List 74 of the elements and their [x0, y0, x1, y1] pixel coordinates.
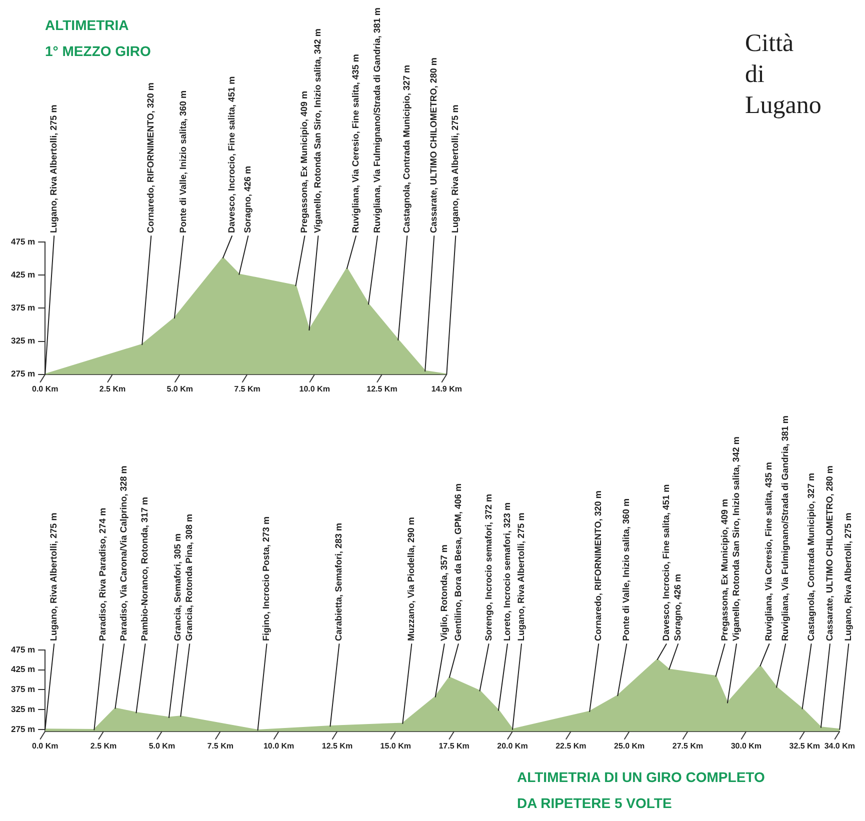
annotation: Viganello, Rotonda San Siro, Inizio salita, 342 m — [730, 436, 741, 641]
x-tick-label: 5.0 Km — [148, 741, 176, 750]
annotation: Paradiso, Via Carona/Via Calprino, 328 m — [118, 466, 129, 641]
x-tick-label: 17.5 Km — [438, 741, 470, 750]
y-tick-label: 475 m — [10, 644, 36, 654]
x-tick-label: 34.0 Km — [824, 741, 855, 750]
annotation: Davesco, Incrocio, Fine salita, 451 m — [660, 484, 671, 641]
x-tick-label: 2.5 Km — [99, 384, 126, 394]
annotation: Viglio, Rotonda, 357 m — [438, 544, 449, 641]
annotation: Lugano, Riva Albertolli, 275 m — [843, 512, 854, 641]
annotation: Ponte di Valle, Inizio salita, 360 m — [621, 498, 632, 641]
y-tick-label: 425 m — [10, 664, 36, 674]
annotation: Ruvigliana, Via Ceresio, Fine salita, 435 m — [350, 54, 360, 233]
y-tick-label: 375 m — [10, 302, 36, 313]
annotation: Cornaredo, RIFORNIMENTO, 320 m — [146, 82, 156, 233]
annotation: Viganello, Rotonda San Siro, Inizio salita, 342 m — [312, 28, 323, 233]
y-tick-label: 375 m — [10, 684, 36, 694]
x-tick-label: 32.5 Km — [789, 741, 820, 750]
y-tick-label: 275 m — [10, 368, 36, 379]
annotation: Lugano, Riva Albertolli, 275 m — [48, 104, 59, 233]
x-tick-label: 27.5 Km — [672, 741, 704, 750]
annotation: Cornaredo, RIFORNIMENTO, 320 m — [593, 490, 604, 641]
annotation: Pregassona, Ex Municipio, 409 m — [299, 90, 310, 233]
annotation: Castagnola, Contrada Municipio, 327 m — [402, 64, 412, 233]
annotation: Lugano, Riva Albertolli, 275 m — [450, 104, 460, 233]
y-tick-label: 275 m — [10, 724, 36, 734]
x-tick-label: 7.5 Km — [207, 741, 234, 750]
annotation: Soragno, 426 m — [242, 166, 253, 233]
x-tick-label: 14.9 Km — [431, 384, 462, 394]
annotation: Soragno, 426 m — [672, 574, 683, 641]
annotation: Pregassona, Ex Municipio, 409 m — [719, 498, 730, 641]
annotation: Grancia, Rotonda Pina, 308 m — [184, 514, 194, 641]
annotation: Loreto, Incrocio semafori, 323 m — [502, 502, 512, 641]
x-tick-label: 7.5 Km — [234, 384, 260, 394]
y-tick-label: 475 m — [10, 236, 36, 246]
x-tick-label: 20.0 Km — [497, 741, 528, 750]
annotation: Ruvigliana, Via Ceresio, Fine salita, 435 m — [764, 462, 774, 641]
x-tick-label: 25.0 Km — [614, 741, 645, 750]
x-tick-label: 15.0 Km — [380, 741, 411, 750]
x-tick-label: 10.0 Km — [263, 741, 294, 750]
y-tick-label: 425 m — [10, 269, 36, 280]
x-tick-label: 0.0 Km — [32, 741, 58, 750]
annotation: Cassarate, ULTIMO CHILOMETRO, 280 m — [824, 466, 834, 641]
x-tick-label: 10.0 Km — [299, 384, 330, 394]
text: Città di Lugano — [745, 29, 822, 121]
annotation: Paradiso, Riva Paradiso, 274 m — [98, 508, 108, 641]
x-tick-label: 0.0 Km — [32, 384, 58, 394]
y-tick-label: 325 m — [10, 336, 36, 346]
text: DA RIPETERE 5 VOLTE — [517, 794, 672, 813]
annotation: Gentilino, Bora da Besa, GPM, 406 m — [452, 483, 463, 641]
annotation: Castagnola, Contrada Municipio, 327 m — [806, 472, 816, 641]
annotation: Lugano, Riva Albertolli, 275 m — [48, 512, 59, 641]
annotation: Ruvigliana, Via Fulmignano/Strada di Gandria, 381 m — [372, 8, 382, 233]
annotation: Ruvigliana, Via Fulmignano/Strada di Gandria, 381 m — [780, 416, 790, 641]
annotation: Carabietta, Semafori, 283 m — [334, 522, 344, 641]
text: ALTIMETRIA DI UN GIRO COMPLETO — [517, 768, 765, 787]
annotation: Ponte di Valle, Inizio salita, 360 m — [178, 90, 188, 233]
annotation: Pambio-Noranco, Rotonda, 317 m — [140, 496, 150, 641]
annotation: Sorengo, Incrocio semafori, 372 m — [483, 494, 494, 641]
x-tick-label: 22.5 Km — [556, 741, 586, 750]
x-tick-label: 30.0 Km — [730, 741, 762, 750]
chart-title: ALTIMETRIA — [45, 16, 129, 35]
x-tick-label: 2.5 Km — [90, 741, 117, 750]
annotation: Grancia, Semafori, 305 m — [172, 533, 182, 641]
chart-subtitle: 1° MEZZO GIRO — [45, 42, 151, 61]
annotation: Figino, Incrocio Posta, 273 m — [261, 516, 272, 641]
annotation: Davesco, Incrocio, Fine salita, 451 m — [226, 76, 236, 233]
x-tick-label: 12.5 Km — [322, 741, 353, 750]
x-tick-label: 5.0 Km — [166, 384, 193, 394]
annotation: Muzzano, Via Piodella, 290 m — [406, 517, 416, 641]
x-tick-label: 12.5 Km — [366, 384, 398, 394]
annotation: Cassarate, ULTIMO CHILOMETRO, 280 m — [428, 58, 439, 233]
annotation: Lugano, Riva Albertolli, 275 m — [516, 512, 526, 641]
y-tick-label: 325 m — [10, 704, 36, 714]
